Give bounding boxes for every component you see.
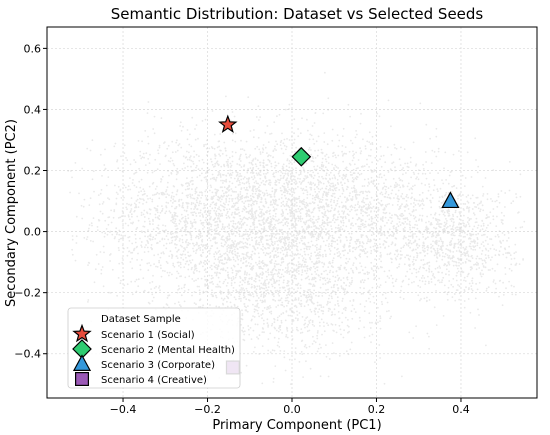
y-tick-label-3: 0.2 — [24, 165, 42, 178]
y-tick-label-4: 0.4 — [24, 103, 42, 116]
axis-ticks: −0.4 −0.2 0.0 0.2 0.4 −0.4 −0.2 0.0 0.2 0.4 0.6 — [14, 42, 469, 416]
legend-label-2: Scenario 2 (Mental Health) — [101, 345, 235, 356]
legend-label-dataset-sample: Dataset Sample — [101, 314, 181, 325]
legend: Dataset Sample Scenario 1 (Social) Scenari… — [67, 307, 241, 389]
x-tick-label-0: −0.4 — [110, 403, 137, 416]
x-tick-label-4: 0.4 — [452, 403, 470, 416]
y-tick-label-2: 0.0 — [24, 226, 42, 239]
legend-marker-1 — [72, 323, 92, 343]
y-tick-label-1: −0.2 — [14, 287, 41, 300]
legend-marker-4 — [74, 372, 89, 387]
seed-marker-1 — [218, 114, 238, 133]
y-tick-label-5: 0.6 — [24, 42, 42, 55]
x-tick-label-1: −0.2 — [194, 403, 221, 416]
x-tick-label-2: 0.0 — [283, 403, 301, 416]
y-tick-label-0: −0.4 — [14, 348, 41, 361]
x-tick-label-3: 0.2 — [368, 403, 386, 416]
legend-label-4: Scenario 4 (Creative) — [101, 375, 207, 386]
dataset-sample-dots — [67, 71, 526, 386]
x-axis-label: Primary Component (PC1) — [212, 418, 381, 433]
legend-label-1: Scenario 1 (Social) — [101, 330, 195, 341]
y-axis-label: Secondary Component (PC2) — [4, 119, 19, 307]
seed-marker-3 — [441, 191, 460, 209]
legend-box — [67, 307, 241, 389]
seed-marker-2 — [291, 146, 312, 167]
dataset-sample-points — [67, 71, 526, 386]
legend-marker-3 — [72, 354, 92, 371]
chart-title: Semantic Distribution: Dataset vs Select… — [111, 5, 484, 23]
legend-label-3: Scenario 3 (Corporate) — [101, 360, 215, 371]
